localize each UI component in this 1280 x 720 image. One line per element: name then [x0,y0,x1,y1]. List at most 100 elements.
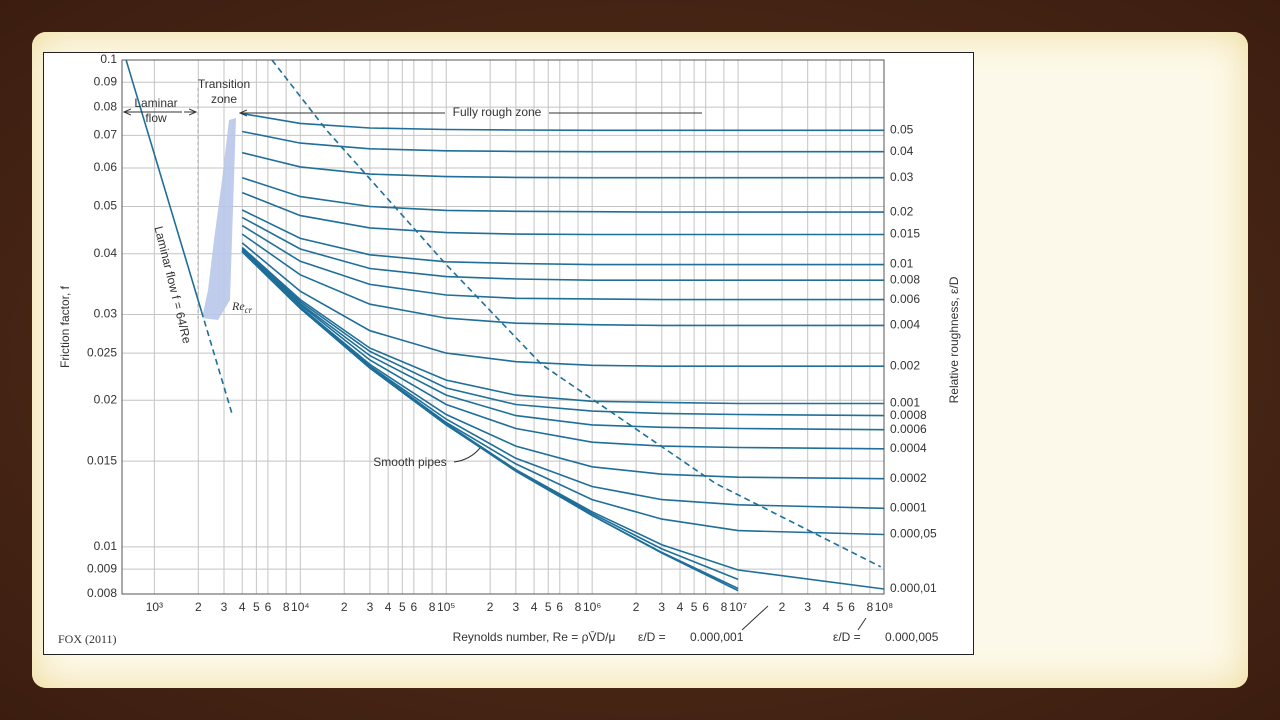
series-label: 0.05 [890,123,914,137]
series-label: 0.0006 [890,422,927,436]
series-label: 0.000,001 [690,630,744,644]
series-label: 0.008 [890,272,920,286]
y-tick-label: 0.1 [100,52,117,66]
series-label: 0.004 [890,318,920,332]
series-label: 0.03 [890,170,914,184]
curve [241,251,739,592]
series-label: 0.04 [890,144,914,158]
series-label: 0.0004 [890,441,927,455]
y-tick-label: 0.008 [87,586,117,600]
curve [241,209,884,266]
curve [241,249,885,450]
x-tick-label: 4 [531,600,538,614]
series-label: 0.002 [890,358,920,372]
leader [741,605,769,631]
x-tick-label: 2 [195,600,202,614]
curve [241,246,884,405]
curve [241,242,884,367]
y-tick-label: 0.06 [94,160,118,174]
x-tick-label: 8 [575,600,582,614]
curve [241,250,885,536]
x-tick-label: 4 [239,600,246,614]
x-tick-label: 5 [545,600,552,614]
annotation: Re [231,299,245,313]
curve [200,310,233,414]
x-tick-label: 10³ [146,600,163,614]
x-tick-label: 8 [283,600,290,614]
series-label: 0.0008 [890,408,927,422]
curve [242,130,884,153]
y-tick-label: 0.02 [94,392,118,406]
y2-axis-label: Relative roughness, ε/D [947,276,961,403]
x-tick-label: 6 [265,600,272,614]
x-tick-label: 6 [556,600,563,614]
x-tick-label: 3 [658,600,665,614]
grid [122,59,885,595]
curve [271,59,882,568]
x-tick-label: 10⁵ [437,600,455,614]
y-tick-label: 0.025 [87,345,117,359]
x-tick-label: 2 [487,600,494,614]
y-axis-label: Friction factor, f [58,285,72,368]
x-tick-label: 3 [513,600,520,614]
annotation: ε/D = [833,630,861,644]
x-tick-label: 2 [341,600,348,614]
annotation: ε/D = [638,630,666,644]
annotation: Laminar flow f = 64/Re [151,225,194,346]
x-tick-label: 5 [253,600,260,614]
x-tick-label: 2 [633,600,640,614]
x-tick-label: 8 [867,600,874,614]
x-tick-label: 8 [429,600,436,614]
annotation: cr [245,305,253,315]
x-tick-label: 4 [385,600,392,614]
curve [241,233,884,327]
y-tick-label: 0.03 [94,307,118,321]
y-tick-label: 0.01 [94,539,118,553]
x-tick-label: 5 [691,600,698,614]
x-tick-label: 5 [399,600,406,614]
y-tick-label: 0.04 [94,246,118,260]
y-tick-label: 0.05 [94,199,118,213]
series-label: 0.0002 [890,471,927,485]
series-label: 0.015 [890,227,920,241]
x-tick-label: 3 [804,600,811,614]
annotation: flow [145,111,167,125]
series-label: Smooth pipes [373,455,446,469]
x-tick-label: 5 [837,600,844,614]
annotation: zone [211,92,237,106]
x-tick-label: 3 [367,600,374,614]
curve [241,250,885,480]
series-label: 0.000,05 [890,527,937,541]
annotation: Fully rough zone [453,105,542,119]
x-tick-label: 10⁸ [875,600,893,614]
x-tick-label: 3 [221,600,228,614]
y-tick-label: 0.015 [87,453,117,467]
leader [857,617,867,631]
x-tick-label: 4 [823,600,830,614]
curve [241,251,885,590]
series-label: 0.000,01 [890,581,937,595]
curve [241,248,885,431]
x-tick-label: 10⁴ [291,600,310,614]
curve [125,59,203,312]
annotation: Laminar [134,96,177,110]
annotation: Recr [231,299,253,315]
x-tick-label: 2 [779,600,786,614]
x-tick-label: 6 [702,600,709,614]
series-label: 0.006 [890,292,920,306]
x-tick-label: 6 [411,600,418,614]
series-label: 0.0001 [890,500,927,514]
y-tick-label: 0.07 [94,128,118,142]
series-label: 0.02 [890,204,914,218]
curve [242,151,884,179]
transition-band [202,118,236,320]
leader [453,447,481,463]
x-tick-label: 8 [721,600,728,614]
curve [241,224,884,301]
curves [125,59,885,592]
y-tick-label: 0.009 [87,561,117,575]
curve [242,112,884,132]
x-tick-label: 10⁶ [583,600,601,614]
